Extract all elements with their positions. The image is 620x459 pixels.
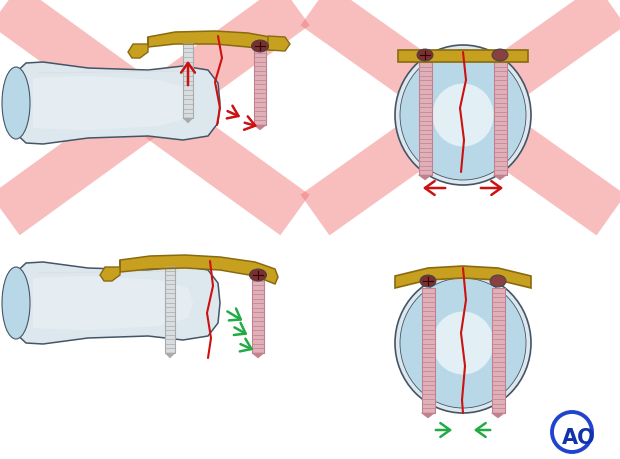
Polygon shape (252, 276, 264, 353)
Polygon shape (252, 353, 264, 358)
Ellipse shape (432, 312, 494, 375)
Polygon shape (254, 125, 266, 130)
Polygon shape (492, 413, 505, 418)
Polygon shape (494, 175, 507, 180)
Polygon shape (418, 175, 432, 180)
Polygon shape (165, 353, 175, 358)
Ellipse shape (252, 40, 268, 52)
Polygon shape (120, 255, 278, 284)
Text: AO: AO (562, 428, 596, 448)
Polygon shape (254, 48, 266, 125)
Polygon shape (8, 62, 220, 144)
Polygon shape (8, 262, 220, 344)
Polygon shape (100, 260, 120, 281)
Ellipse shape (432, 84, 494, 146)
Ellipse shape (492, 49, 508, 61)
Polygon shape (165, 266, 175, 353)
Polygon shape (33, 276, 193, 330)
Polygon shape (128, 37, 148, 58)
Ellipse shape (395, 45, 531, 185)
Polygon shape (398, 50, 528, 62)
Ellipse shape (420, 275, 436, 287)
Polygon shape (395, 266, 531, 288)
Polygon shape (183, 43, 193, 118)
Polygon shape (494, 62, 507, 175)
Polygon shape (148, 31, 275, 50)
Ellipse shape (417, 49, 433, 61)
Ellipse shape (249, 269, 267, 281)
Ellipse shape (400, 50, 526, 180)
Polygon shape (268, 36, 290, 51)
Ellipse shape (2, 67, 30, 139)
Polygon shape (33, 76, 193, 130)
Polygon shape (422, 288, 435, 413)
Polygon shape (418, 62, 432, 175)
Polygon shape (183, 118, 193, 123)
Ellipse shape (395, 273, 531, 413)
Polygon shape (422, 413, 435, 418)
Ellipse shape (490, 275, 506, 287)
Polygon shape (492, 288, 505, 413)
Ellipse shape (400, 278, 526, 408)
Ellipse shape (2, 267, 30, 339)
